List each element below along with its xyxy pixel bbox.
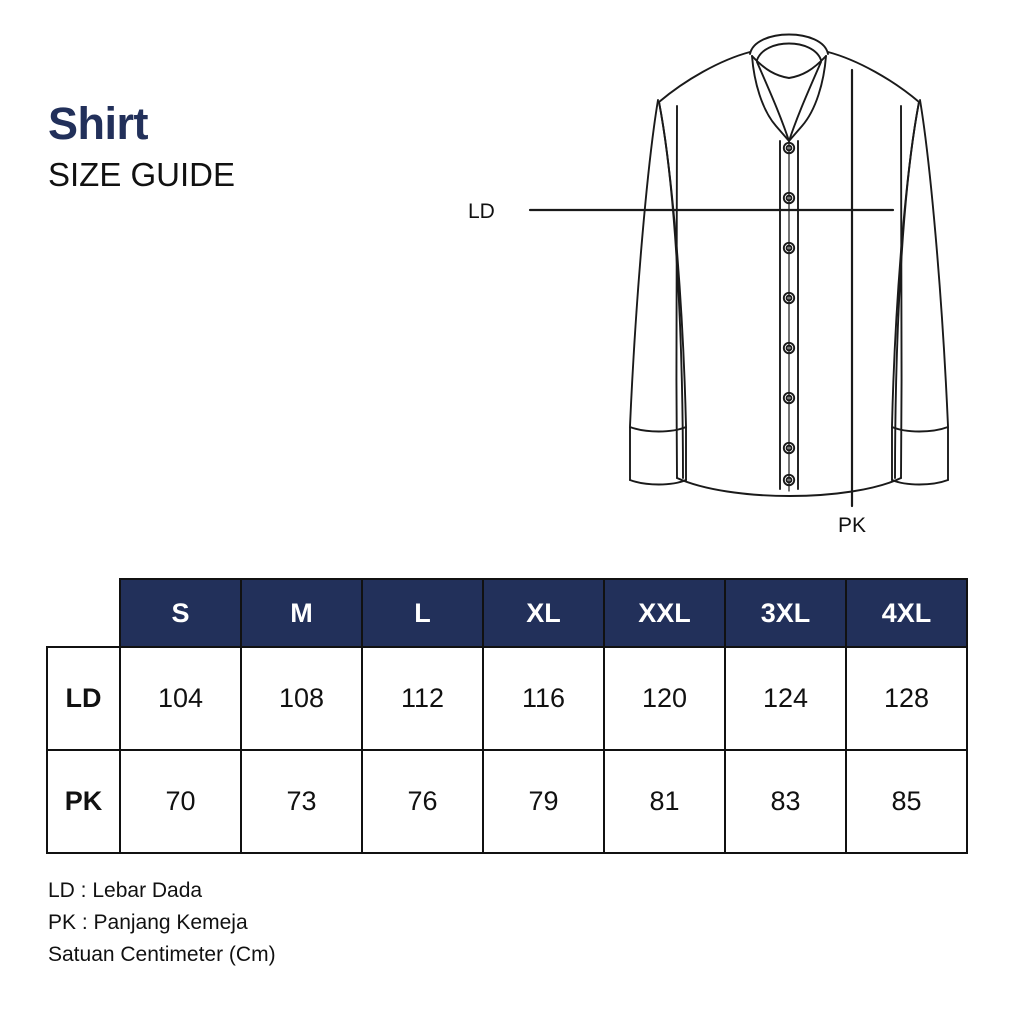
column-header-m: M bbox=[240, 578, 363, 648]
left-collar-leaf-outer bbox=[751, 55, 790, 142]
legend-line-unit: Satuan Centimeter (Cm) bbox=[48, 942, 276, 966]
table-row: PK 70 73 76 79 81 83 85 bbox=[46, 749, 968, 854]
shirt-illustration: LD PK bbox=[440, 10, 1000, 555]
cell-pk-4xl: 85 bbox=[845, 749, 968, 854]
size-table-container: S M L XL XXL 3XL 4XL LD 104 108 112 116 … bbox=[46, 578, 970, 854]
body-hem bbox=[676, 477, 902, 497]
body-left-side-seam bbox=[675, 105, 678, 479]
cell-pk-m: 73 bbox=[240, 749, 363, 854]
right-collar-leaf-inner bbox=[788, 61, 822, 142]
legend-line-pk: PK : Panjang Kemeja bbox=[48, 910, 248, 934]
placket-buttons bbox=[782, 141, 796, 487]
table-row: LD 104 108 112 116 120 124 128 bbox=[46, 646, 968, 751]
button bbox=[782, 341, 796, 355]
right-cuff-bottom bbox=[891, 479, 949, 486]
collar-band-outer bbox=[749, 33, 829, 55]
left-cuff-bottom bbox=[629, 479, 687, 486]
cell-ld-4xl: 128 bbox=[845, 646, 968, 751]
legend-block: LD : Lebar Dada PK : Panjang Kemeja Satu… bbox=[48, 875, 548, 971]
cell-ld-m: 108 bbox=[240, 646, 363, 751]
column-header-s: S bbox=[119, 578, 242, 648]
title-block: Shirt SIZE GUIDE bbox=[48, 100, 468, 194]
column-header-l: L bbox=[361, 578, 484, 648]
left-collar-leaf-inner bbox=[756, 61, 790, 142]
cell-ld-xl: 116 bbox=[482, 646, 605, 751]
size-table: S M L XL XXL 3XL 4XL LD 104 108 112 116 … bbox=[46, 578, 968, 854]
right-cuff-top bbox=[891, 426, 949, 433]
column-header-xxl: XXL bbox=[603, 578, 726, 648]
row-label-ld: LD bbox=[46, 646, 121, 751]
neckline-curve bbox=[751, 55, 827, 79]
chest-measure-label: LD bbox=[468, 200, 495, 223]
cell-pk-xxl: 81 bbox=[603, 749, 726, 854]
page-title: Shirt bbox=[48, 98, 149, 149]
button bbox=[782, 191, 796, 205]
left-cuff-top bbox=[629, 426, 687, 433]
cell-ld-l: 112 bbox=[361, 646, 484, 751]
left-shoulder-seam bbox=[658, 51, 751, 103]
cell-pk-l: 76 bbox=[361, 749, 484, 854]
length-measure-label: PK bbox=[838, 514, 866, 537]
right-collar-leaf-outer bbox=[788, 55, 827, 142]
cell-pk-s: 70 bbox=[119, 749, 242, 854]
page-subtitle: SIZE GUIDE bbox=[48, 156, 236, 194]
button bbox=[782, 391, 796, 405]
left-sleeve-outer-seam bbox=[629, 99, 659, 427]
legend-line-ld: LD : Lebar Dada bbox=[48, 879, 203, 902]
table-header-row: S M L XL XXL 3XL 4XL bbox=[47, 578, 968, 648]
column-header-4xl: 4XL bbox=[845, 578, 968, 648]
right-sleeve-outer-seam bbox=[919, 99, 949, 427]
cell-pk-xl: 79 bbox=[482, 749, 605, 854]
column-header-3xl: 3XL bbox=[724, 578, 847, 648]
cell-pk-3xl: 83 bbox=[724, 749, 847, 854]
button bbox=[782, 473, 796, 487]
collar-band-inner bbox=[756, 42, 822, 61]
column-header-xl: XL bbox=[482, 578, 605, 648]
button bbox=[782, 141, 796, 155]
cell-ld-s: 104 bbox=[119, 646, 242, 751]
row-label-pk: PK bbox=[46, 749, 121, 854]
cell-ld-xxl: 120 bbox=[603, 646, 726, 751]
body-right-side-seam bbox=[900, 105, 903, 479]
table-corner-cell bbox=[47, 579, 120, 647]
button bbox=[782, 291, 796, 305]
right-shoulder-seam bbox=[827, 51, 920, 103]
button bbox=[782, 441, 796, 455]
cell-ld-3xl: 124 bbox=[724, 646, 847, 751]
button bbox=[782, 241, 796, 255]
